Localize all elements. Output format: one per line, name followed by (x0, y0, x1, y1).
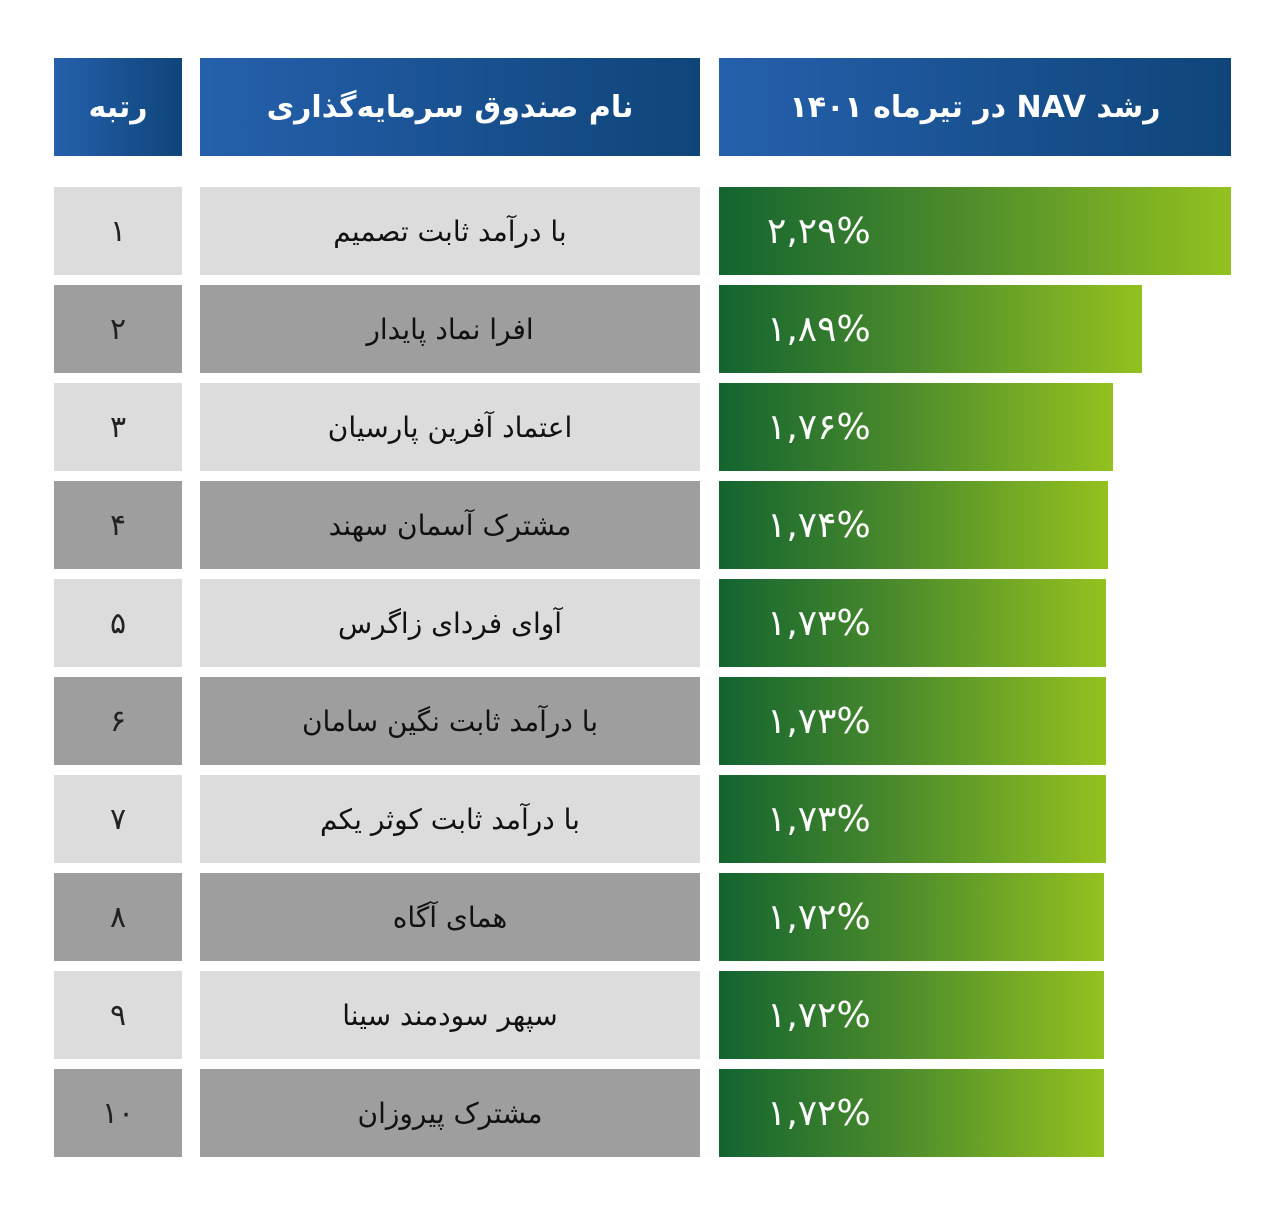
fund-name-cell: اعتماد آفرین پارسیان (200, 383, 700, 471)
nav-growth-label: ۱,۷۲% (767, 994, 871, 1036)
fund-name-cell: مشترک پیروزان (200, 1069, 700, 1157)
nav-growth-label: ۱,۷۳% (767, 602, 871, 644)
rank-cell: ۹ (54, 971, 182, 1059)
rank-cell: ۲ (54, 285, 182, 373)
nav-growth-label: ۱,۸۹% (767, 308, 871, 350)
nav-growth-label: ۲,۲۹% (767, 210, 871, 252)
nav-growth-label: ۱,۷۳% (767, 798, 871, 840)
nav-growth-bar: ۱,۷۲% (719, 971, 1104, 1059)
nav-growth-bar: ۱,۷۲% (719, 873, 1104, 961)
nav-growth-bar: ۱,۷۶% (719, 383, 1113, 471)
fund-name-cell: آوای فردای زاگرس (200, 579, 700, 667)
fund-name-cell: سپهر سودمند سینا (200, 971, 700, 1059)
nav-growth-bar: ۱,۷۳% (719, 579, 1106, 667)
rank-cell: ۵ (54, 579, 182, 667)
nav-growth-bar: ۱,۷۴% (719, 481, 1108, 569)
rank-cell: ۱ (54, 187, 182, 275)
rank-cell: ۱۰ (54, 1069, 182, 1157)
rank-cell: ۳ (54, 383, 182, 471)
rank-cell: ۸ (54, 873, 182, 961)
fund-name-cell: با درآمد ثابت تصمیم (200, 187, 700, 275)
nav-growth-label: ۱,۷۲% (767, 1092, 871, 1134)
fund-name-cell: با درآمد ثابت کوثر یکم (200, 775, 700, 863)
nav-growth-label: ۱,۷۳% (767, 700, 871, 742)
nav-growth-bar: ۱,۷۳% (719, 677, 1106, 765)
rank-cell: ۶ (54, 677, 182, 765)
nav-growth-label: ۱,۷۲% (767, 896, 871, 938)
rank-cell: ۷ (54, 775, 182, 863)
fund-name-cell: همای آگاه (200, 873, 700, 961)
nav-growth-bar: ۱,۷۲% (719, 1069, 1104, 1157)
header-rank: رتبه (54, 58, 182, 156)
nav-growth-label: ۱,۷۶% (767, 406, 871, 448)
header-fund-name: نام صندوق سرمایه‌گذاری (200, 58, 700, 156)
rank-cell: ۴ (54, 481, 182, 569)
fund-name-cell: با درآمد ثابت نگین سامان (200, 677, 700, 765)
nav-growth-bar: ۱,۸۹% (719, 285, 1142, 373)
nav-growth-label: ۱,۷۴% (767, 504, 871, 546)
header-nav-growth: رشد NAV در تیرماه ۱۴۰۱ (719, 58, 1231, 156)
fund-name-cell: مشترک آسمان سهند (200, 481, 700, 569)
fund-name-cell: افرا نماد پایدار (200, 285, 700, 373)
nav-growth-bar: ۱,۷۳% (719, 775, 1106, 863)
nav-growth-bar: ۲,۲۹% (719, 187, 1231, 275)
